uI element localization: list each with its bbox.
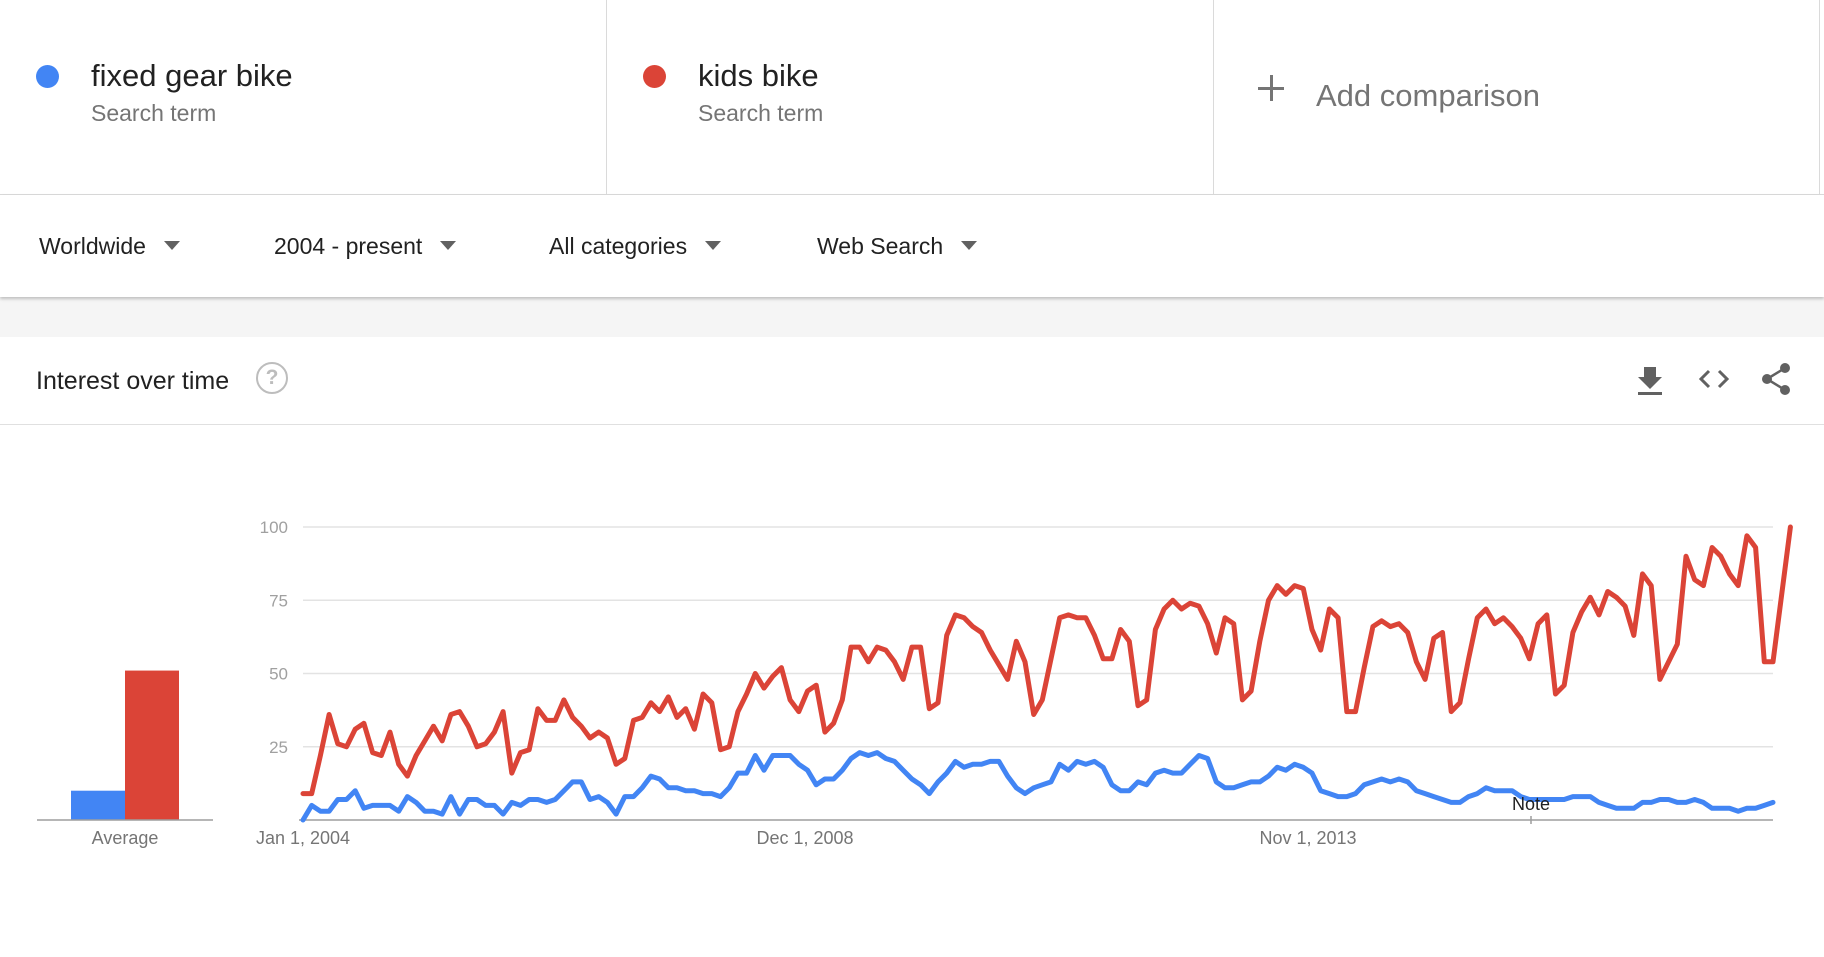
y-tick-label: 100 xyxy=(260,518,288,537)
time-range-dropdown[interactable]: 2004 - present xyxy=(274,233,457,260)
term-card-1[interactable]: fixed gear bike Search term xyxy=(0,0,607,194)
add-comparison-label: Add comparison xyxy=(1316,78,1541,113)
region-dropdown[interactable]: Worldwide xyxy=(39,233,180,260)
widget-header: Interest over time ? xyxy=(0,337,1824,425)
average-bar[interactable] xyxy=(71,790,125,820)
note-label[interactable]: Note xyxy=(1512,794,1550,814)
region-value: Worldwide xyxy=(39,233,146,259)
embed-code-icon[interactable] xyxy=(1696,361,1732,397)
widget-title: Interest over time xyxy=(36,367,230,395)
series-line[interactable] xyxy=(300,524,1793,797)
average-label: Average xyxy=(92,828,159,848)
caret-down-icon xyxy=(705,241,722,251)
x-tick-label: Dec 1, 2008 xyxy=(756,828,853,848)
search-type-value: Web Search xyxy=(817,233,944,259)
series-color-dot xyxy=(36,65,59,88)
share-icon[interactable] xyxy=(1758,361,1794,397)
axis-labels: 25 50 75 100 Jan 1, 2004 Dec 1, 2008 Nov 1, 20… xyxy=(256,518,1550,848)
x-tick-label: Nov 1, 2013 xyxy=(1259,828,1356,848)
term-card-2[interactable]: kids bike Search term xyxy=(607,0,1214,194)
add-comparison-button[interactable]: Add comparison xyxy=(1214,0,1820,194)
category-dropdown[interactable]: All categories xyxy=(549,233,722,260)
caret-down-icon xyxy=(961,241,978,251)
term-name[interactable]: kids bike xyxy=(698,58,819,93)
y-tick-label: 75 xyxy=(269,591,288,610)
gridlines xyxy=(299,526,1773,824)
term-type: Search term xyxy=(91,100,217,126)
series-lines[interactable] xyxy=(300,524,1793,823)
caret-down-icon xyxy=(163,241,180,251)
download-icon[interactable] xyxy=(1632,361,1668,397)
term-type: Search term xyxy=(698,100,824,126)
y-tick-label: 25 xyxy=(269,738,288,757)
x-tick-label: Jan 1, 2004 xyxy=(256,828,350,848)
series-line[interactable] xyxy=(300,750,1776,823)
search-type-dropdown[interactable]: Web Search xyxy=(817,233,978,260)
search-terms-bar: fixed gear bike Search term kids bike Se… xyxy=(0,0,1824,195)
section-divider xyxy=(0,297,1824,337)
caret-down-icon xyxy=(440,241,457,251)
series-color-dot xyxy=(643,65,666,88)
term-name[interactable]: fixed gear bike xyxy=(91,58,293,93)
plus-icon xyxy=(1258,75,1284,101)
help-icon[interactable]: ? xyxy=(256,362,288,394)
interest-over-time-chart: Average 25 50 75 100 Jan 1, 2004 Dec 1, 2008 N… xyxy=(37,518,1793,848)
average-bars: Average xyxy=(37,670,213,848)
category-value: All categories xyxy=(549,233,688,259)
filter-bar: Worldwide 2004 - present All categories … xyxy=(0,195,1824,297)
average-bar[interactable] xyxy=(125,670,179,820)
y-tick-label: 50 xyxy=(269,665,288,684)
time-range-value: 2004 - present xyxy=(274,233,423,259)
